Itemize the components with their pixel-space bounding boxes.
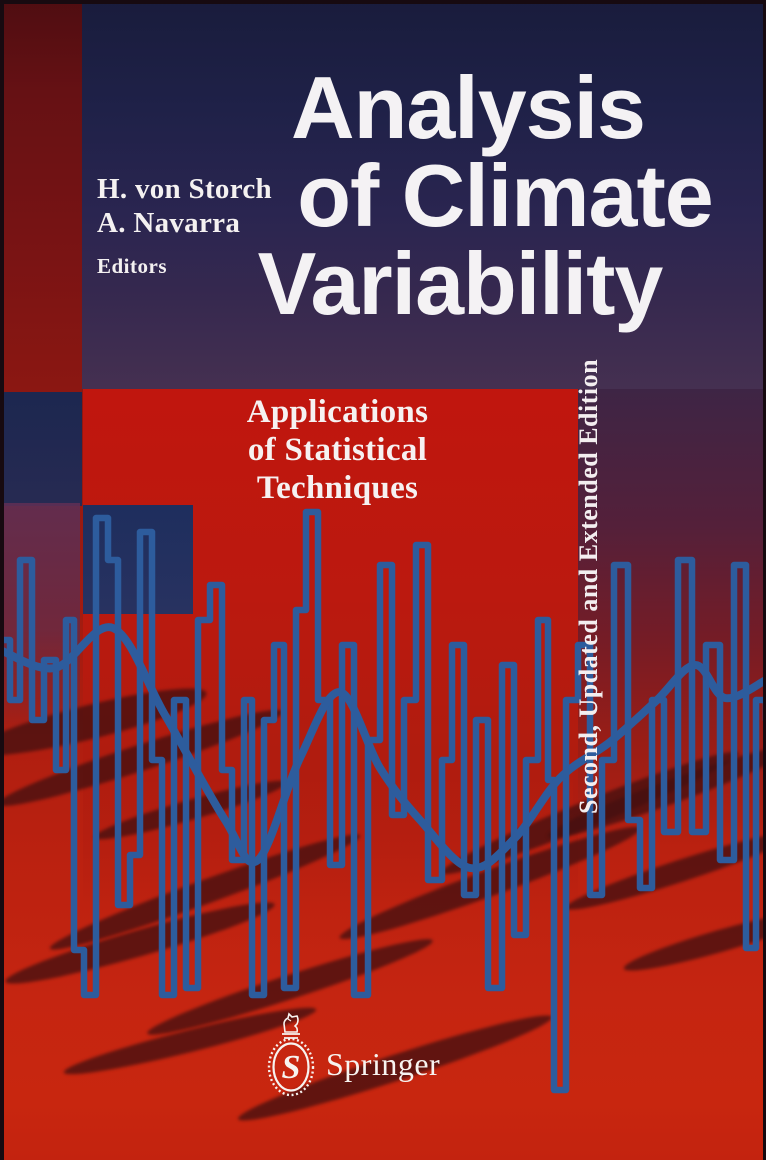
staircase-navy-square-1 xyxy=(0,392,82,506)
book-subtitle: Applications of Statistical Techniques xyxy=(85,393,590,507)
title-navy-block xyxy=(82,0,766,389)
editor-name: H. von Storch xyxy=(97,173,272,205)
editor-name: A. Navarra xyxy=(97,207,241,239)
subtitle-line: of Statistical xyxy=(247,432,428,468)
subtitle-line: Applications xyxy=(246,394,429,430)
page-edge xyxy=(763,0,766,1160)
title-line: Variability xyxy=(257,234,664,333)
publisher-name: Springer xyxy=(326,1046,441,1082)
publisher-logo: S Springer xyxy=(265,1010,525,1110)
editors-label: Editors xyxy=(97,254,168,278)
editors-block: H. von Storch A. Navarra Editors xyxy=(97,172,272,278)
page-edge xyxy=(0,0,766,4)
page-edge xyxy=(0,0,4,1160)
subtitle-line: Techniques xyxy=(256,470,419,506)
title-line: Analysis xyxy=(291,58,646,157)
title-line: of Climate xyxy=(297,146,713,245)
book-title: Analysis of Climate Variability xyxy=(82,64,766,328)
springer-knight-crest-icon: S xyxy=(267,1012,315,1097)
edition-note: Second, Updated and Extended Edition xyxy=(574,358,603,814)
timeseries-smooth-path xyxy=(0,623,766,873)
timeseries-step-path xyxy=(0,508,766,1094)
crest-letter: S xyxy=(282,1049,301,1086)
